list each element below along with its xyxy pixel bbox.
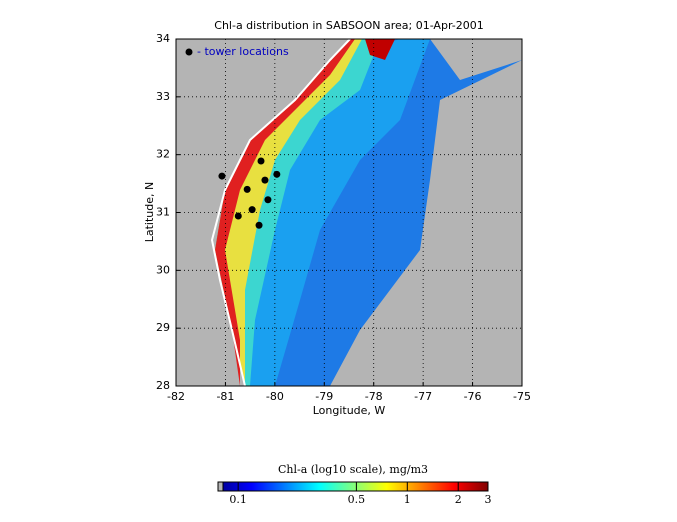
y-tick-label: 33 [156, 90, 170, 103]
y-tick-label: 29 [156, 321, 170, 334]
tower-point [218, 172, 226, 180]
colorbar-nodata [217, 481, 224, 492]
tower-point [273, 170, 281, 178]
colorbar-tick-label: 2 [455, 493, 462, 506]
colorbar-tick-label: 1 [404, 493, 411, 506]
y-tick-label: 32 [156, 148, 170, 161]
legend-label: - tower locations [197, 45, 289, 58]
chart-title: Chl-a distribution in SABSOON area; 01-A… [214, 19, 483, 32]
tower-point [248, 206, 256, 214]
x-tick-label: -79 [315, 390, 333, 403]
x-tick-label: -76 [464, 390, 482, 403]
tower-point [261, 176, 269, 184]
colorbar-tick-label: 3 [485, 493, 492, 506]
colorbar-tick-label: 0.1 [229, 493, 247, 506]
x-tick-label: -81 [216, 390, 234, 403]
x-tick-label: -75 [513, 390, 531, 403]
tower-point [255, 221, 263, 229]
legend-marker [185, 48, 193, 56]
x-tick-label: -78 [365, 390, 383, 403]
x-tick-label: -80 [266, 390, 284, 403]
tower-point [257, 157, 265, 165]
y-tick-label: 30 [156, 263, 170, 276]
tower-point [234, 212, 242, 220]
colorbar: Chl-a (log10 scale), mg/m3 0.1 0.5 1 2 3 [217, 463, 492, 506]
x-tick-label: -77 [414, 390, 432, 403]
y-axis-label: Latitude, N [143, 182, 156, 243]
y-tick-label: 34 [156, 32, 170, 45]
x-tick-label: -82 [167, 390, 185, 403]
colorbar-tick-label: 0.5 [348, 493, 366, 506]
tower-point [264, 196, 272, 204]
colorbar-label: Chl-a (log10 scale), mg/m3 [278, 463, 428, 476]
tower-point [243, 185, 251, 193]
x-axis-label: Longitude, W [313, 404, 386, 417]
y-tick-label: 31 [156, 206, 170, 219]
colorbar-bar [217, 481, 489, 492]
y-tick-label: 28 [156, 379, 170, 392]
